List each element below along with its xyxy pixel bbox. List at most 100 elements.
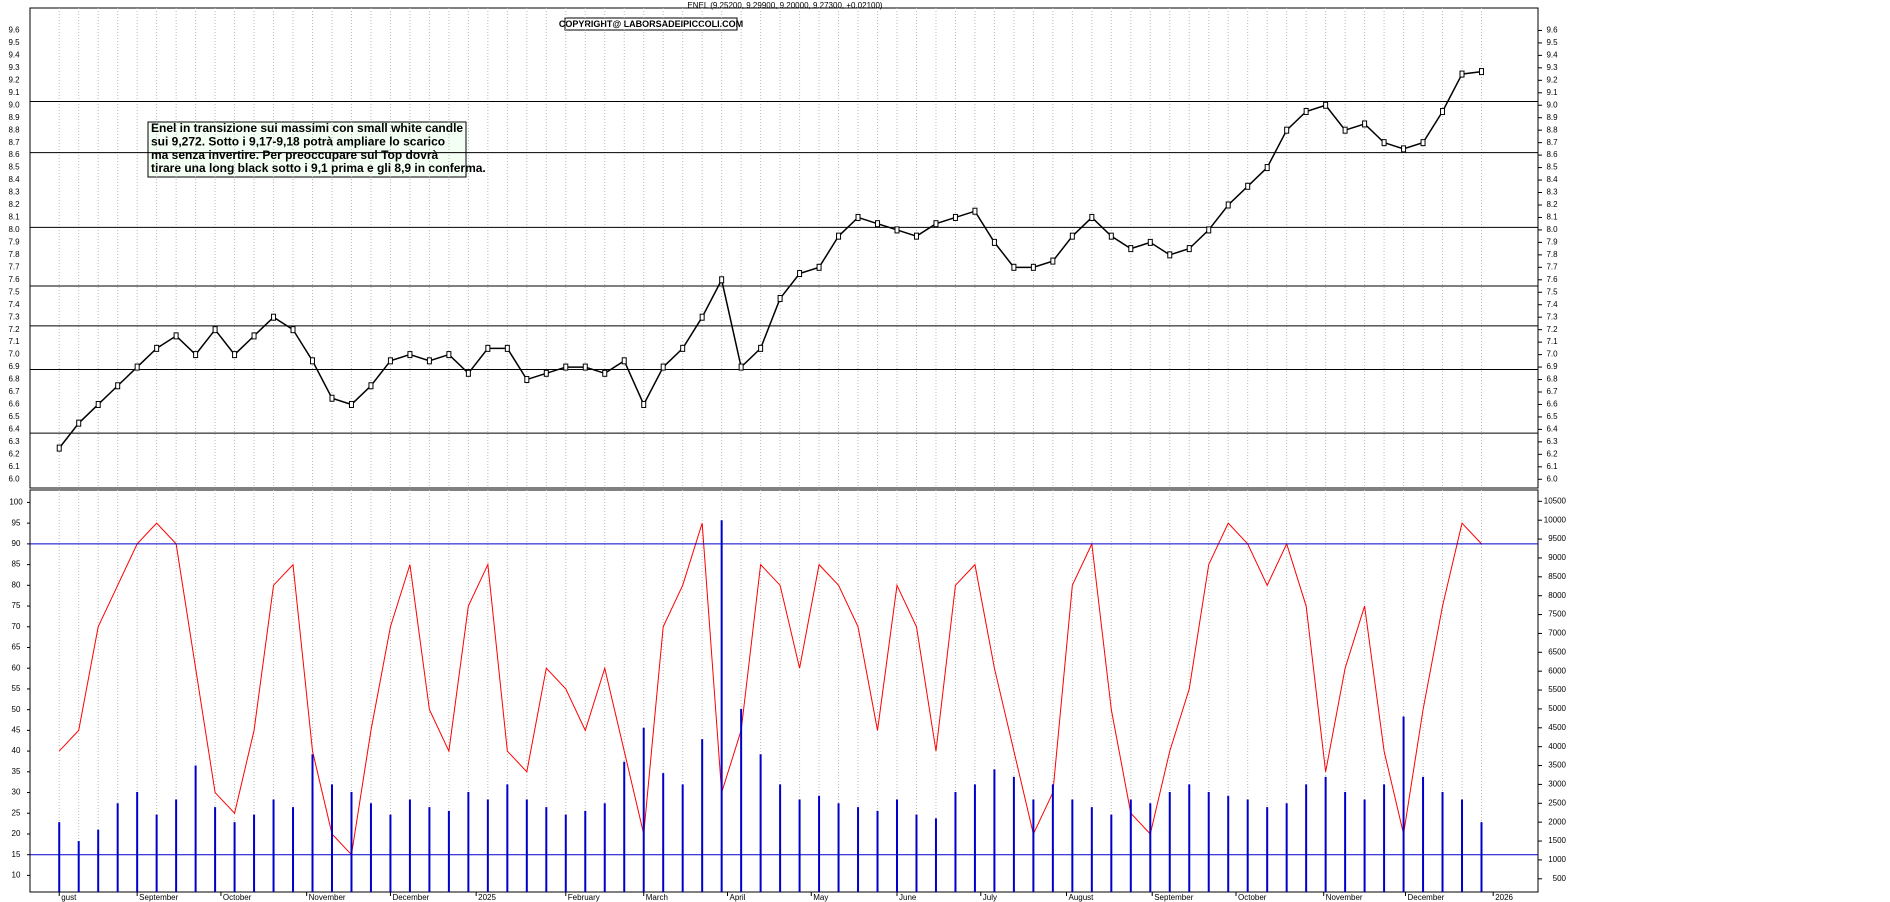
y-tick-label-right: 7.8 — [1546, 250, 1558, 259]
y-tick-label-right: 7.9 — [1546, 237, 1558, 246]
y-tick-label-right: 7.5 — [1546, 287, 1558, 296]
price-candle — [1401, 145, 1407, 153]
y-tick-label: 6.9 — [8, 362, 20, 371]
y-tick-label: 8.1 — [8, 213, 20, 222]
y-tick-label-right: 7.1 — [1546, 337, 1558, 346]
y-tick-label-right: 6.5 — [1546, 412, 1558, 421]
y-tick-label: 8.2 — [8, 200, 20, 209]
price-candle — [582, 363, 588, 371]
x-tick-label: 2026 — [1495, 893, 1513, 902]
x-tick-label: November — [309, 893, 346, 902]
y2-tick-label: 9000 — [1548, 553, 1566, 562]
price-candle — [1225, 201, 1231, 209]
y-tick-label-right: 6.6 — [1546, 400, 1558, 409]
y-tick-label-right: 6.9 — [1546, 362, 1558, 371]
y-tick-label-right: 9.6 — [1546, 26, 1558, 35]
y-tick-label-right: 7.2 — [1546, 325, 1558, 334]
y-tick-label: 6.1 — [8, 462, 20, 471]
y-tick-label-right: 7.7 — [1546, 262, 1558, 271]
y-tick-label: 7.1 — [8, 337, 20, 346]
y2-tick-label: 4500 — [1548, 723, 1566, 732]
price-candle — [465, 369, 471, 377]
y-tick-label: 50 — [12, 705, 21, 714]
y-tick-label: 6.7 — [8, 387, 20, 396]
annotation-box — [147, 121, 467, 178]
x-tick-label: November — [1326, 893, 1363, 902]
price-candle — [348, 400, 354, 408]
price-candle — [1303, 107, 1309, 115]
y-tick-label-right: 9.2 — [1546, 75, 1558, 84]
price-candle — [1342, 126, 1348, 134]
price-candle — [543, 369, 549, 377]
price-candle — [115, 382, 121, 390]
y2-tick-label: 4000 — [1548, 742, 1566, 751]
oscillator-line — [58, 522, 1482, 856]
y-tick-label-right: 9.3 — [1546, 63, 1558, 72]
y2-tick-label: 7000 — [1548, 629, 1566, 638]
price-candle — [1167, 251, 1173, 259]
x-tick-label: May — [813, 893, 828, 902]
price-candle — [621, 357, 627, 365]
price-panel — [29, 7, 1539, 489]
y-tick-label: 100 — [9, 498, 23, 507]
y-tick-label: 8.6 — [8, 150, 20, 159]
price-candle — [797, 270, 803, 278]
y2-tick-label: 500 — [1553, 874, 1567, 883]
y-tick-label: 9.5 — [8, 38, 20, 47]
price-candle — [1089, 213, 1095, 221]
price-candle — [290, 326, 296, 334]
y2-tick-label: 10000 — [1544, 515, 1567, 524]
y-tick-label: 7.9 — [8, 237, 20, 246]
price-candle — [95, 400, 101, 408]
y-tick-label-right: 7.0 — [1546, 350, 1558, 359]
copyright-box — [564, 17, 738, 31]
y-tick-label: 6.2 — [8, 449, 20, 458]
price-candle — [271, 313, 277, 321]
price-candle — [1050, 257, 1056, 265]
y-tick-label: 8.0 — [8, 225, 20, 234]
y-tick-label-right: 8.2 — [1546, 200, 1558, 209]
y-tick-label-right: 6.0 — [1546, 474, 1558, 483]
price-candle — [76, 419, 82, 427]
price-candle — [524, 376, 530, 384]
price-candle — [972, 207, 978, 215]
y-tick-label: 30 — [12, 788, 21, 797]
x-tick-label: December — [1408, 893, 1445, 902]
price-candle — [738, 363, 744, 371]
y-tick-label: 7.3 — [8, 312, 20, 321]
y-tick-label-right: 7.6 — [1546, 275, 1558, 284]
y-tick-label: 75 — [12, 601, 21, 610]
price-candle — [875, 220, 881, 228]
x-tick-label: July — [983, 893, 997, 902]
price-candle — [1147, 238, 1153, 246]
y-tick-label-right: 8.1 — [1546, 213, 1558, 222]
y-tick-label: 8.9 — [8, 113, 20, 122]
y2-tick-label: 2000 — [1548, 817, 1566, 826]
price-candle — [154, 344, 160, 352]
y2-tick-label: 1000 — [1548, 855, 1566, 864]
price-candle — [952, 213, 958, 221]
y-tick-label-right: 8.8 — [1546, 125, 1558, 134]
y-tick-label: 7.2 — [8, 325, 20, 334]
price-candle — [894, 226, 900, 234]
y-tick-label-right: 9.1 — [1546, 88, 1558, 97]
price-candle — [602, 369, 608, 377]
y-tick-label: 95 — [12, 518, 21, 527]
chart-title: ENEL (9.25200, 9.29900, 9.20000, 9.27300… — [687, 1, 883, 10]
x-tick-label: September — [139, 893, 178, 902]
price-candle — [1362, 120, 1368, 128]
y-tick-label-right: 6.1 — [1546, 462, 1558, 471]
price-candle — [212, 326, 218, 334]
y2-tick-label: 6000 — [1548, 666, 1566, 675]
y-tick-label: 15 — [12, 850, 21, 859]
y-tick-label-right: 8.9 — [1546, 113, 1558, 122]
y2-tick-label: 9500 — [1548, 534, 1566, 543]
y-tick-label: 35 — [12, 767, 21, 776]
y2-tick-label: 7500 — [1548, 610, 1566, 619]
y-tick-label: 6.3 — [8, 437, 20, 446]
price-candle — [1069, 232, 1075, 240]
y-tick-label: 9.6 — [8, 26, 20, 35]
annotation-line: sui 9,272. Sotto i 9,17-9,18 potrà ampli… — [151, 134, 445, 148]
y-tick-label: 7.8 — [8, 250, 20, 259]
